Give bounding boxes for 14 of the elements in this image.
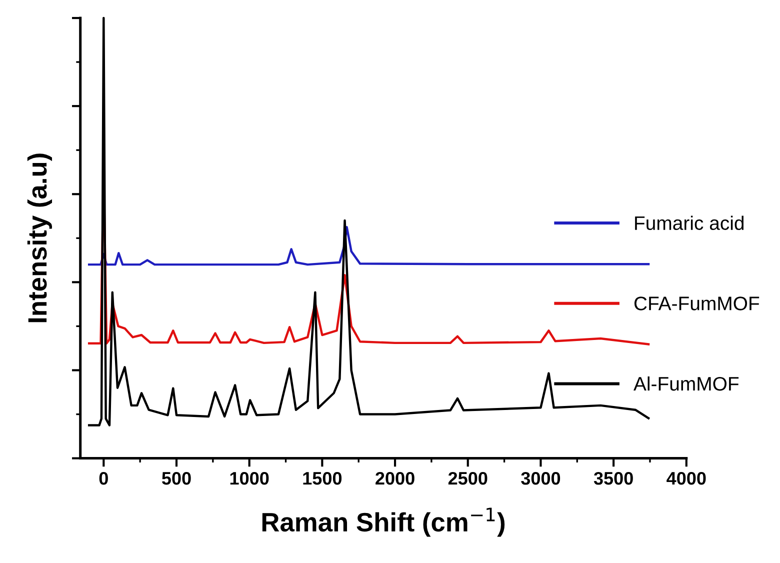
legend-label: Fumaric acid [635, 216, 744, 230]
legend-label: Al-FumMOF [634, 376, 739, 391]
y-axis-title: Intensity (a.u) [27, 154, 52, 322]
x-tick-label: 3500 [594, 472, 633, 485]
x-tick-label: 2500 [448, 472, 488, 485]
x-tick-label: 1000 [230, 472, 269, 485]
x-tick-label: 0 [99, 472, 108, 485]
x-axis-title: Raman Shift (cm$^{−1}$) [262, 508, 505, 537]
x-tick-label: 1500 [303, 472, 342, 485]
x-tick-label: 4000 [666, 472, 706, 485]
x-tick-label: 2000 [376, 472, 414, 485]
legend-label: CFA-FumMOF [634, 296, 760, 310]
x-tick-label: 3000 [521, 472, 560, 485]
x-tick-label: 500 [162, 472, 191, 485]
